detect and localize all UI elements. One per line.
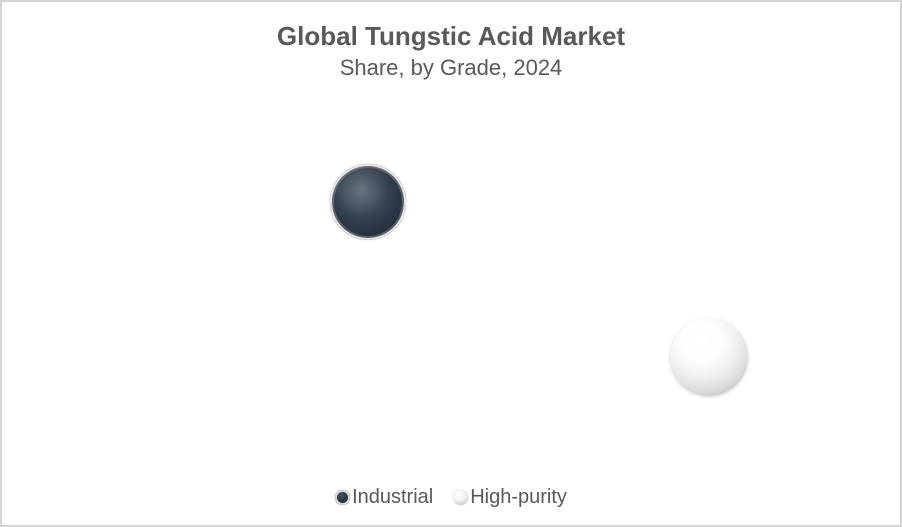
legend-label-industrial: Industrial bbox=[352, 486, 434, 508]
chart-title: Global Tungstic Acid Market bbox=[276, 21, 626, 51]
bubble-high-purity[interactable] bbox=[670, 318, 748, 396]
legend-label-high-purity: High-purity bbox=[470, 486, 567, 508]
chart-subtitle: Share, by Grade, 2024 bbox=[339, 55, 563, 80]
dark-sphere-icon bbox=[335, 490, 351, 505]
bubble-industrial[interactable] bbox=[330, 164, 406, 240]
light-sphere-icon bbox=[453, 490, 469, 505]
legend-item-industrial[interactable]: Industrial bbox=[335, 486, 433, 509]
legend-item-high-purity[interactable]: High-purity bbox=[453, 486, 567, 509]
legend: Industrial High-purity bbox=[2, 486, 900, 509]
